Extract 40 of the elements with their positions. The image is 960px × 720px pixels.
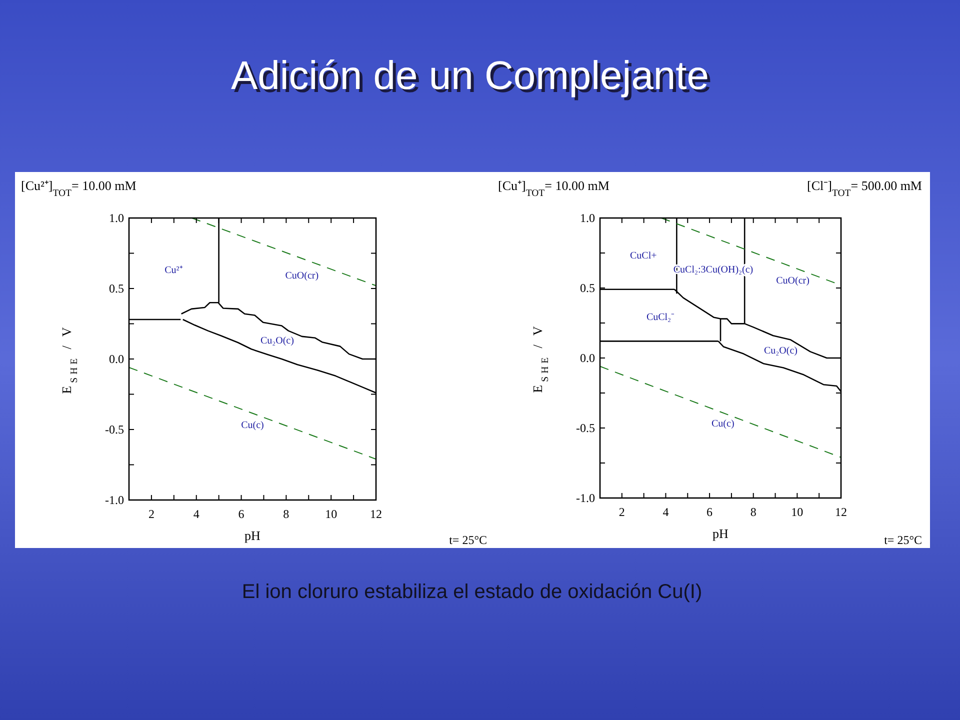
chart-title: [Cu²⁺]$_{TOT}$= 10.00 mM bbox=[21, 178, 137, 198]
chart-subtitle: [Cl⁻]$_{TOT}$= 500.00 mM bbox=[807, 178, 922, 198]
y-tick-label: -0.5 bbox=[105, 422, 124, 436]
text: El ion cloruro estabiliza el estado de oxidación Cu(I) bbox=[242, 581, 702, 603]
x-tick-label: 2 bbox=[618, 505, 625, 519]
annotation: Cu₂O(c) bbox=[260, 335, 294, 346]
x-axis-title: pH bbox=[244, 528, 260, 543]
y-tick-label: 0.0 bbox=[109, 352, 124, 366]
x-tick-label: 12 bbox=[835, 505, 847, 519]
annotation: CuCl+ bbox=[630, 250, 658, 262]
annotation: CuCl₂⁻ bbox=[646, 312, 676, 323]
chart-title: [Cu⁺]$_{TOT}$= 10.00 mM bbox=[498, 178, 610, 198]
x-tick-label: 10 bbox=[791, 505, 804, 519]
y-tick-label: 0.5 bbox=[580, 281, 595, 295]
annotation: CuO(cr) bbox=[285, 270, 319, 282]
x-tick-label: 8 bbox=[750, 505, 756, 519]
y-tick-label: 1.0 bbox=[109, 211, 124, 225]
text: Adición de un Complejante bbox=[234, 57, 712, 101]
y-tick-label: 0.0 bbox=[580, 351, 595, 365]
annotation: Cu²⁺ bbox=[164, 264, 184, 276]
x-tick-label: 10 bbox=[325, 507, 338, 521]
annotation: Cu₂O(c) bbox=[764, 346, 798, 357]
annotation: CuO(cr) bbox=[776, 276, 810, 287]
x-tick-label: 6 bbox=[706, 505, 713, 519]
y-tick-label: -1.0 bbox=[576, 491, 595, 505]
x-axis-title: pH bbox=[712, 526, 728, 541]
y-tick-label: -0.5 bbox=[576, 421, 595, 435]
x-tick-label: 2 bbox=[148, 507, 154, 521]
x-tick-label: 12 bbox=[370, 507, 382, 521]
x-tick-label: 4 bbox=[193, 507, 200, 521]
text: t= 25°C bbox=[884, 533, 922, 547]
annotation: Cu(c) bbox=[241, 420, 264, 431]
y-tick-label: -1.0 bbox=[105, 493, 124, 507]
y-tick-label: 1.0 bbox=[580, 211, 595, 225]
x-tick-label: 6 bbox=[238, 507, 244, 521]
annotation: Cu(c) bbox=[712, 418, 734, 430]
text: t= 25°C bbox=[449, 533, 487, 547]
x-tick-label: 4 bbox=[662, 505, 669, 519]
y-tick-label: 0.5 bbox=[109, 282, 124, 296]
x-tick-label: 8 bbox=[283, 507, 290, 521]
